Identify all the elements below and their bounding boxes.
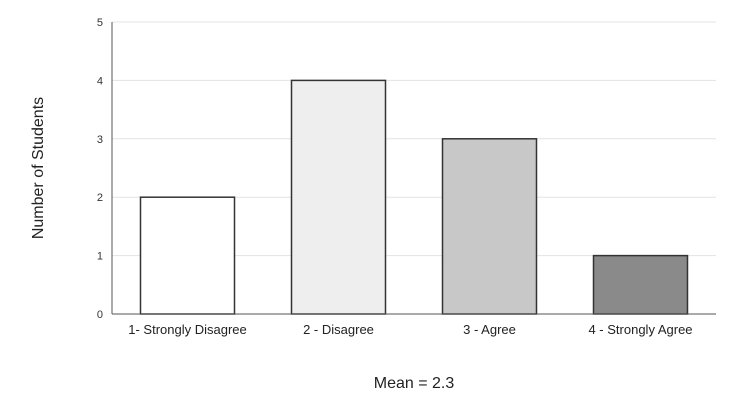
bar xyxy=(441,138,538,315)
y-tick-label: 5 xyxy=(97,17,103,29)
x-category-labels: 1- Strongly Disagree 2 - Disagree 3 - Agre… xyxy=(128,322,692,337)
y-tick-label: 4 xyxy=(97,75,103,87)
bar xyxy=(592,254,689,315)
x-category-label: 3 - Agree xyxy=(463,322,516,337)
x-category-label: 1- Strongly Disagree xyxy=(128,322,247,337)
x-category-label: 2 - Disagree xyxy=(303,322,374,337)
bar xyxy=(290,79,387,315)
y-tick-labels: 0 1 2 3 4 5 xyxy=(97,17,103,321)
x-category-label: 4 - Strongly Agree xyxy=(588,322,692,337)
y-tick-label: 0 xyxy=(97,309,103,321)
y-tick-label: 1 xyxy=(97,251,103,263)
y-tick-label: 2 xyxy=(97,192,103,204)
bars xyxy=(139,79,689,315)
y-axis-title: Number of Students xyxy=(30,97,47,239)
mean-label: Mean = 2.3 xyxy=(374,375,455,392)
y-tick-label: 3 xyxy=(97,134,103,146)
bar xyxy=(139,196,236,315)
